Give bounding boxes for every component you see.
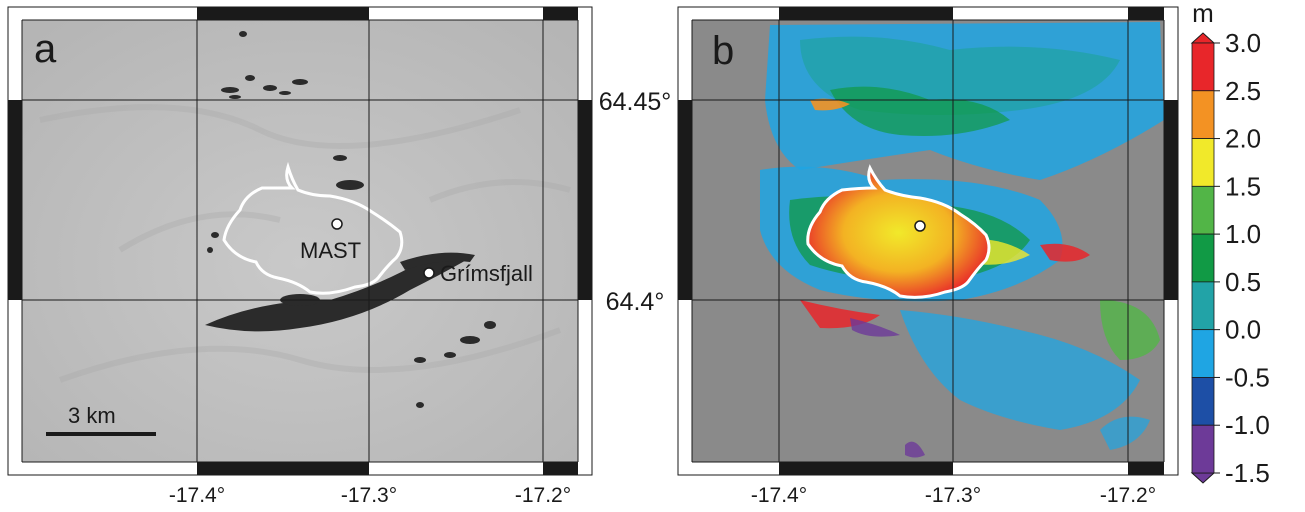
panel-a-label: a bbox=[34, 27, 57, 71]
panel-b-frame-bar-left bbox=[678, 100, 692, 300]
lat-tick-label: 64.45° bbox=[599, 88, 672, 116]
panel-a: MAST Grímsfjall 3 km a -17.4° -17.3° -17… bbox=[8, 7, 592, 507]
colorbar-segment bbox=[1192, 186, 1214, 234]
panel-b-frame-bar-bottom bbox=[779, 462, 953, 475]
mast-marker bbox=[332, 219, 342, 229]
colorbar-tick-label: 0.5 bbox=[1225, 267, 1261, 297]
mast-label: MAST bbox=[300, 238, 361, 263]
colorbar-tick-label: -1.0 bbox=[1225, 410, 1270, 440]
colorbar-segment bbox=[1192, 330, 1214, 378]
colorbar-tick-label: 1.5 bbox=[1225, 171, 1261, 201]
grimsfjall-marker bbox=[424, 268, 434, 278]
colorbar-segment bbox=[1192, 377, 1214, 425]
panel-a-lon-tick: -17.2° bbox=[515, 484, 571, 507]
lat-tick-label: 64.4° bbox=[606, 288, 665, 316]
colorbar-cap-bottom bbox=[1192, 473, 1214, 483]
panel-b-lon-tick: -17.3° bbox=[925, 484, 981, 507]
scale-bar bbox=[46, 432, 156, 436]
panel-b-frame-bar-top-right bbox=[1128, 7, 1164, 20]
panel-a-frame-bar-bottom-right bbox=[543, 462, 578, 475]
colorbar-segment bbox=[1192, 234, 1214, 282]
colorbar-tick-label: 2.5 bbox=[1225, 76, 1261, 106]
panel-a-frame-bar-right bbox=[578, 100, 592, 300]
panel-b-mast-marker bbox=[915, 221, 925, 231]
colorbar-tick-label: 0.0 bbox=[1225, 315, 1261, 345]
panel-a-lon-tick: -17.4° bbox=[169, 484, 225, 507]
panel-a-frame-bar-bottom bbox=[197, 462, 369, 475]
grimsfjall-label: Grímsfjall bbox=[440, 261, 533, 286]
panel-b: b -17.4° -17.3° -17.2° bbox=[678, 7, 1178, 507]
colorbar-tick-label: 3.0 bbox=[1225, 28, 1261, 58]
panel-b-frame-bar-right bbox=[1164, 100, 1178, 300]
colorbar: m 3.0 2.5 2.0 1.5 1.0 0.5 0.0 -0.5 -1.0 -1.5 bbox=[1192, 0, 1270, 488]
colorbar-segment bbox=[1192, 43, 1214, 91]
colorbar-tick-label: 1.0 bbox=[1225, 219, 1261, 249]
colorbar-tick-label: -0.5 bbox=[1225, 362, 1270, 392]
panel-b-label: b bbox=[712, 29, 734, 73]
colorbar-unit: m bbox=[1192, 0, 1214, 28]
panel-a-frame-bar-left bbox=[8, 100, 22, 300]
colorbar-segment bbox=[1192, 282, 1214, 330]
colorbar-segment bbox=[1192, 425, 1214, 473]
panel-b-frame-bar-top bbox=[779, 7, 953, 20]
panel-a-lon-tick: -17.3° bbox=[341, 484, 397, 507]
colorbar-tick-label: -1.5 bbox=[1225, 458, 1270, 488]
colorbar-cap-top bbox=[1192, 33, 1214, 43]
scale-bar-label: 3 km bbox=[68, 403, 116, 428]
colorbar-tick-label: 2.0 bbox=[1225, 124, 1261, 154]
panel-a-frame-bar-top bbox=[197, 7, 369, 20]
panel-b-frame-bar-bottom-right bbox=[1128, 462, 1164, 475]
colorbar-segment bbox=[1192, 91, 1214, 139]
panel-b-lon-tick: -17.2° bbox=[1100, 484, 1156, 507]
panel-b-lon-tick: -17.4° bbox=[751, 484, 807, 507]
colorbar-segment bbox=[1192, 139, 1214, 187]
panel-a-frame-bar-top-right bbox=[543, 7, 578, 20]
